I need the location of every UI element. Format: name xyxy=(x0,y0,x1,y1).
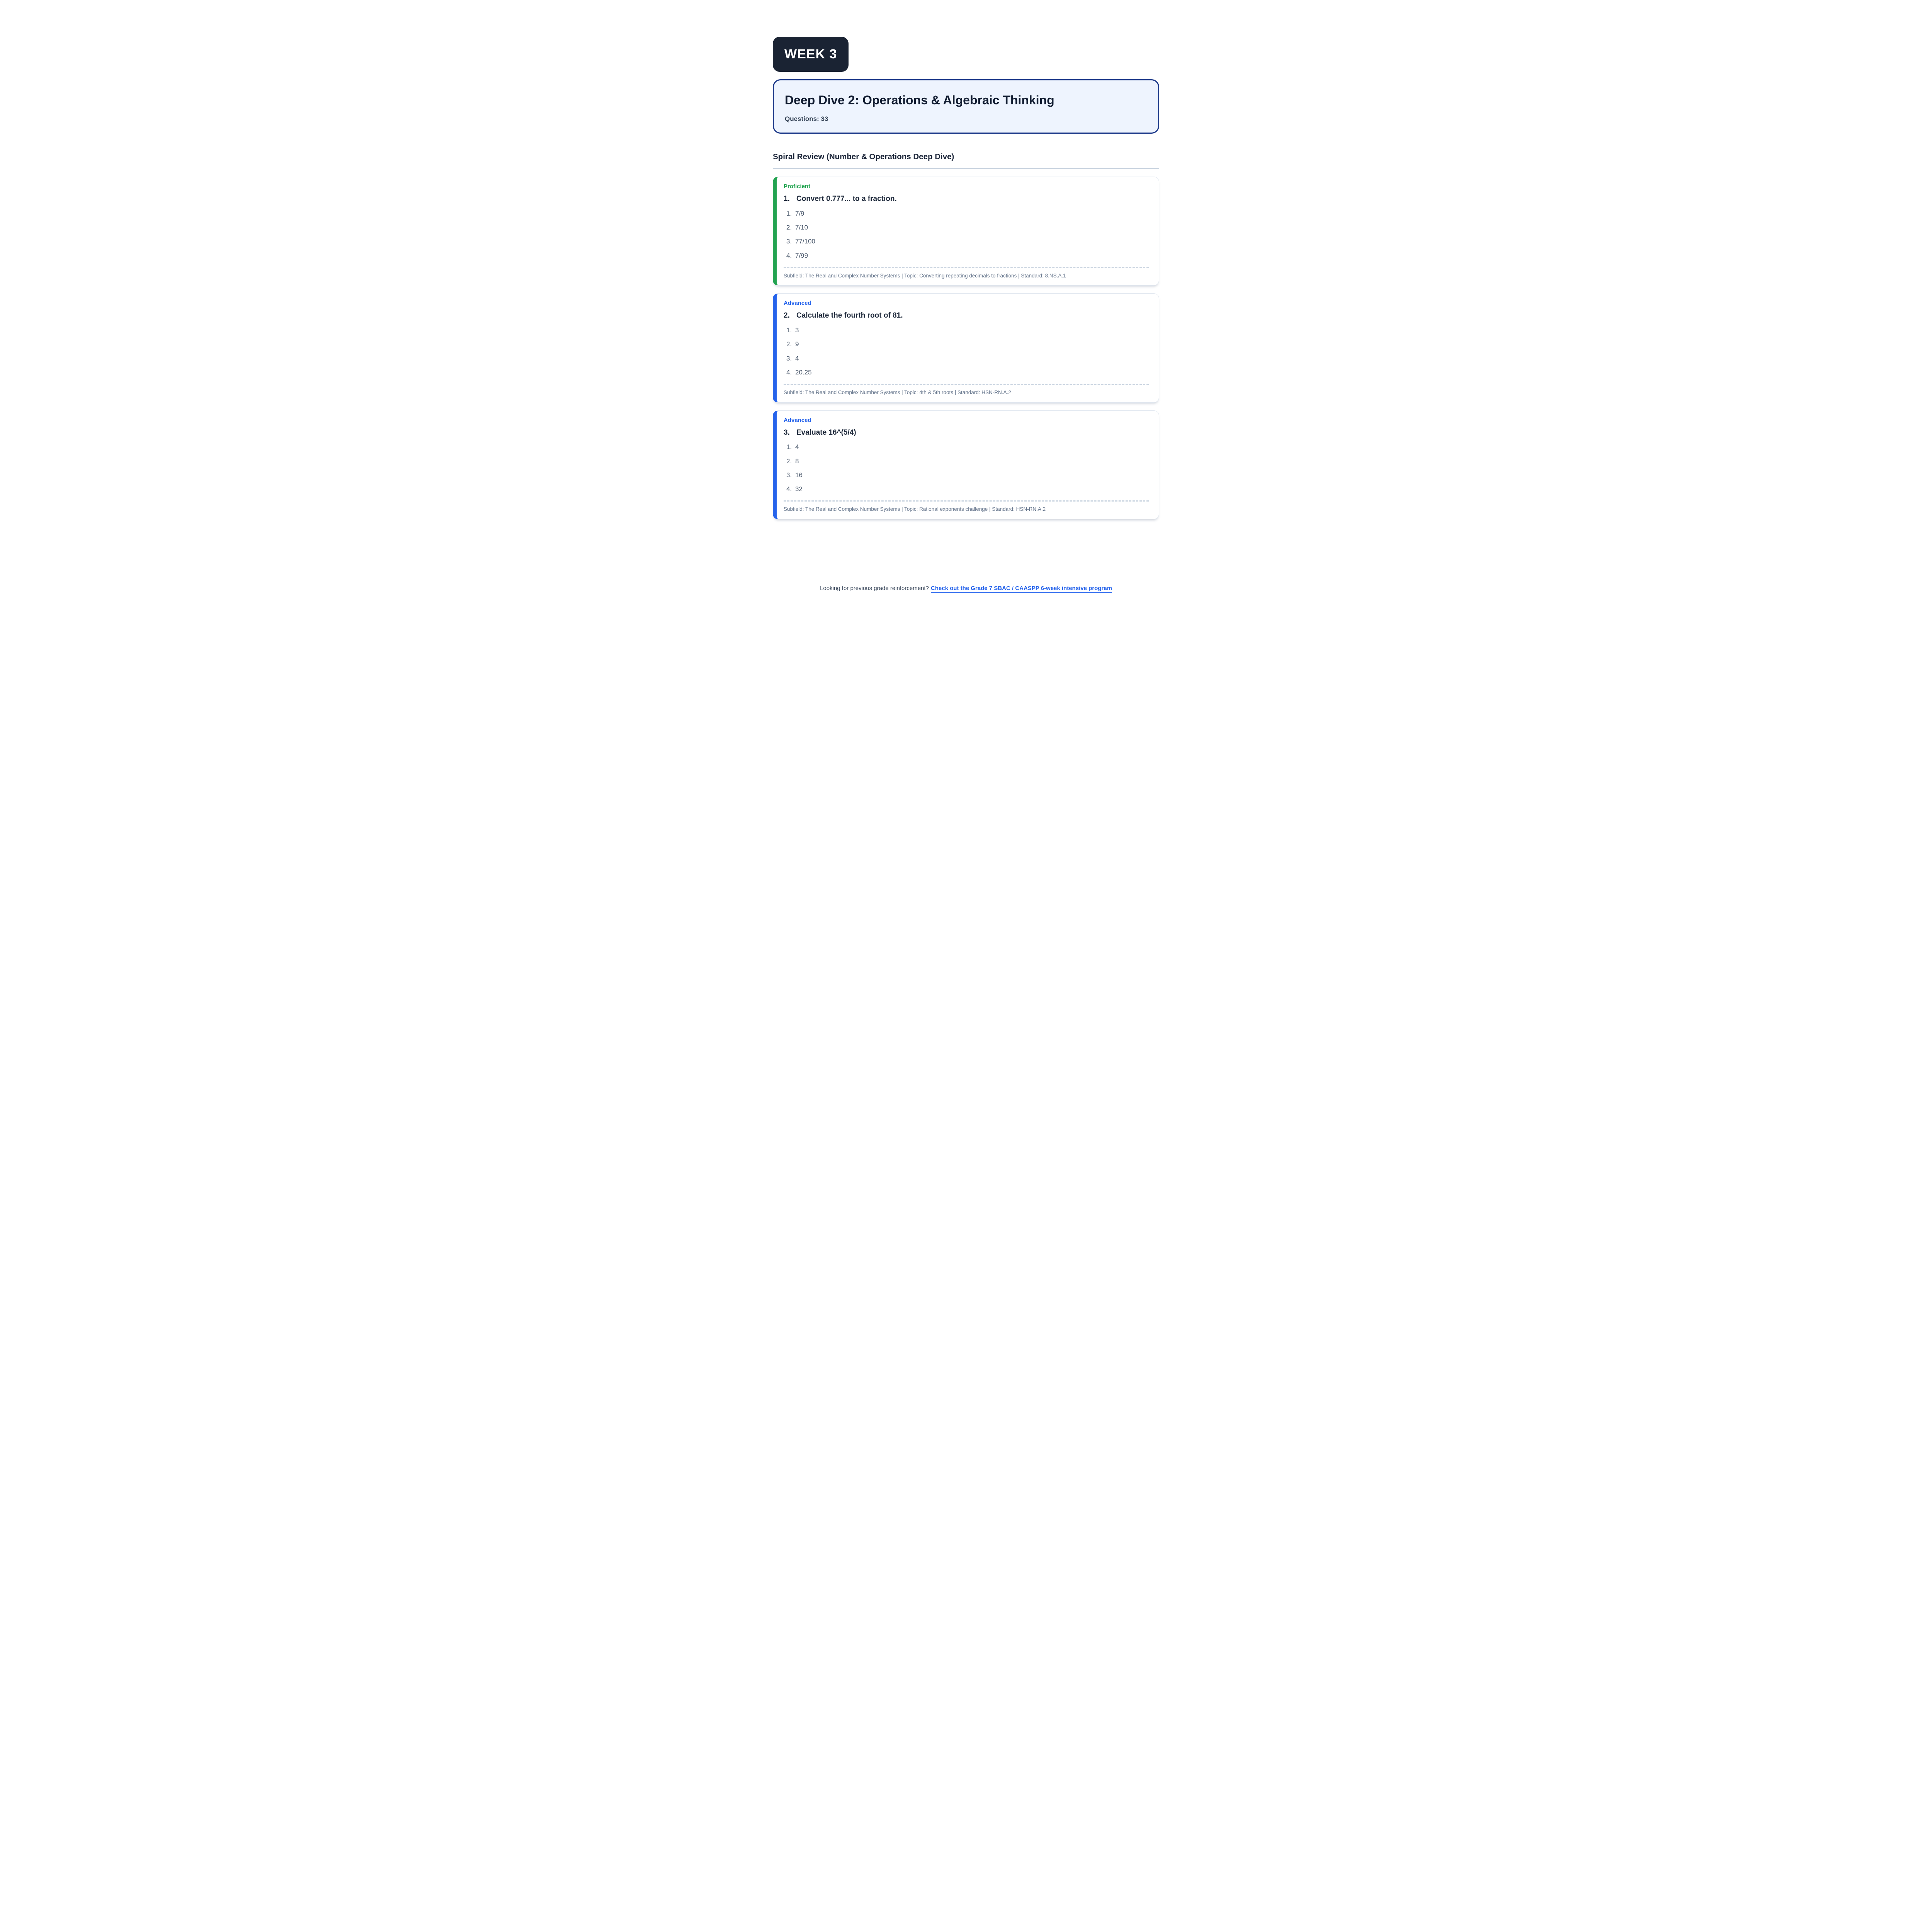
options-list: 1. 3 2. 9 3. 4 4. 20.25 xyxy=(784,326,1149,376)
option-item: 3. 77/100 xyxy=(786,237,1149,245)
option-item: 3. 16 xyxy=(786,471,1149,479)
option-marker: 1. xyxy=(786,209,792,217)
section-heading: Spiral Review (Number & Operations Deep … xyxy=(773,152,954,162)
option-item: 1. 7/9 xyxy=(786,209,1149,218)
options-list: 1. 4 2. 8 3. 16 4. 32 xyxy=(784,443,1149,493)
meta-divider xyxy=(784,500,1149,502)
option-item: 1. 3 xyxy=(786,326,1149,334)
difficulty-label: Advanced xyxy=(784,417,811,423)
option-text: 9 xyxy=(795,340,799,348)
difficulty-label: Advanced xyxy=(784,300,811,307)
option-marker: 1. xyxy=(786,327,792,334)
section-divider xyxy=(773,168,1159,169)
options-list: 1. 7/9 2. 7/10 3. 77/100 4. 7/99 xyxy=(784,209,1149,260)
question-number: 3. xyxy=(784,428,790,437)
question-number: 2. xyxy=(784,311,790,320)
footer-program-link[interactable]: Check out the Grade 7 SBAC / CAASPP 6-we… xyxy=(930,585,1112,593)
question-meta: Subfield: The Real and Complex Number Sy… xyxy=(784,506,1046,512)
option-text: 7/9 xyxy=(795,209,804,217)
questions-count: Questions: 33 xyxy=(785,115,828,123)
question-card-2: Advanced 2. Calculate the fourth root of… xyxy=(773,293,1159,403)
option-item: 2. 7/10 xyxy=(786,223,1149,231)
option-marker: 4. xyxy=(786,485,792,493)
option-marker: 1. xyxy=(786,443,792,451)
option-text: 7/99 xyxy=(795,252,808,259)
meta-divider xyxy=(784,384,1149,385)
option-item: 4. 20.25 xyxy=(786,368,1149,376)
question-meta: Subfield: The Real and Complex Number Sy… xyxy=(784,272,1066,279)
option-item: 3. 4 xyxy=(786,354,1149,362)
question-line: 1. Convert 0.777... to a fraction. xyxy=(784,194,1149,204)
page-content: WEEK 3 Deep Dive 2: Operations & Algebra… xyxy=(773,0,1159,519)
option-text: 4 xyxy=(795,443,799,451)
question-line: 3. Evaluate 16^(5/4) xyxy=(784,428,1149,438)
option-marker: 3. xyxy=(786,238,792,245)
option-text: 7/10 xyxy=(795,224,808,231)
option-item: 4. 7/99 xyxy=(786,252,1149,260)
difficulty-label: Proficient xyxy=(784,183,811,190)
option-text: 20.25 xyxy=(795,368,812,376)
option-marker: 3. xyxy=(786,354,792,362)
option-text: 32 xyxy=(795,485,803,493)
question-card-3: Advanced 3. Evaluate 16^(5/4) 1. 4 2. 8 … xyxy=(773,410,1159,519)
option-text: 16 xyxy=(795,471,803,479)
question-text: Convert 0.777... to a fraction. xyxy=(796,195,897,203)
page-title: Deep Dive 2: Operations & Algebraic Thin… xyxy=(785,93,1054,107)
week-badge: WEEK 3 xyxy=(773,37,849,72)
option-text: 3 xyxy=(795,327,799,334)
question-line: 2. Calculate the fourth root of 81. xyxy=(784,311,1149,321)
option-marker: 4. xyxy=(786,368,792,376)
option-text: 8 xyxy=(795,457,799,465)
option-item: 2. 8 xyxy=(786,457,1149,465)
footer-note: Looking for previous grade reinforcement… xyxy=(730,585,1202,593)
option-item: 4. 32 xyxy=(786,485,1149,493)
option-marker: 2. xyxy=(786,340,792,348)
option-text: 77/100 xyxy=(795,238,815,245)
option-marker: 2. xyxy=(786,457,792,465)
option-item: 1. 4 xyxy=(786,443,1149,451)
option-text: 4 xyxy=(795,354,799,362)
question-meta: Subfield: The Real and Complex Number Sy… xyxy=(784,389,1011,396)
footer-prompt-text: Looking for previous grade reinforcement… xyxy=(820,585,929,592)
option-marker: 3. xyxy=(786,471,792,479)
worksheet-page: WEEK 3 Deep Dive 2: Operations & Algebra… xyxy=(730,0,1202,612)
option-marker: 2. xyxy=(786,224,792,231)
question-card-1: Proficient 1. Convert 0.777... to a frac… xyxy=(773,177,1159,286)
meta-divider xyxy=(784,267,1149,268)
option-item: 2. 9 xyxy=(786,340,1149,348)
question-number: 1. xyxy=(784,195,790,203)
option-marker: 4. xyxy=(786,252,792,259)
question-text: Calculate the fourth root of 81. xyxy=(796,311,903,320)
question-text: Evaluate 16^(5/4) xyxy=(796,428,856,437)
title-card: Deep Dive 2: Operations & Algebraic Thin… xyxy=(773,79,1159,134)
